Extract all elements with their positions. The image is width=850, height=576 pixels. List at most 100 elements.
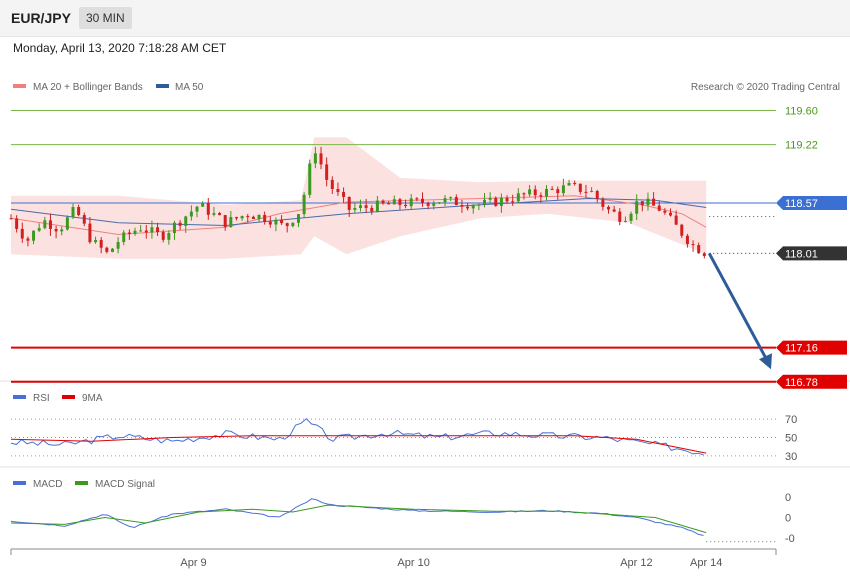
candle-body (398, 199, 402, 205)
candle-body (482, 199, 486, 205)
candle-body (657, 205, 661, 211)
forecast-arrow (707, 252, 772, 370)
candle-body (663, 210, 667, 213)
candle-body (251, 216, 255, 220)
candle-body (437, 202, 441, 204)
rsi-tick-label: 70 (785, 414, 797, 426)
candle-body (189, 211, 193, 217)
candle-body (635, 201, 639, 214)
candle-body (161, 232, 165, 240)
candle-body (702, 253, 706, 257)
legend-swatch-ma50 (156, 84, 169, 88)
legend-label-macd-signal: MACD Signal (95, 479, 155, 490)
candle-body (178, 222, 182, 226)
candle-body (15, 218, 19, 229)
x-tick-label: Apr 9 (180, 557, 206, 569)
candle-body (409, 198, 413, 207)
candle-body (77, 207, 81, 216)
candle-body (432, 203, 436, 206)
moving-averages (10, 195, 707, 236)
timeframe-badge[interactable]: 30 MIN (79, 7, 132, 29)
candle-body (82, 215, 86, 224)
candle-body (167, 233, 171, 240)
rsi-panel: 70 50 30 (10, 414, 797, 463)
candle-body (20, 228, 24, 239)
candle-body (144, 230, 148, 233)
candle-body (477, 204, 481, 206)
candle-body (623, 220, 627, 222)
candle-body (195, 206, 199, 212)
candle-body (488, 197, 492, 200)
candle-body (302, 194, 306, 215)
candle-body (685, 235, 689, 245)
legend-label-9ma: 9MA (82, 393, 103, 404)
legend-swatch-macd (13, 481, 26, 485)
candle-body (99, 239, 103, 248)
candle-body (94, 239, 98, 243)
candle-body (268, 221, 272, 225)
candle-body (116, 242, 120, 249)
candle-body (37, 228, 41, 231)
candle-body (139, 230, 143, 232)
candle-body (595, 190, 599, 199)
macd-tick-label: 0 (785, 492, 791, 504)
candle-body (223, 215, 227, 227)
candle-body (674, 215, 678, 225)
chart-datetime: Monday, April 13, 2020 7:18:28 AM CET (13, 41, 227, 55)
candle-body (466, 206, 470, 209)
candle-body (499, 197, 503, 206)
last-price-tag (776, 246, 847, 261)
candle-body (313, 153, 317, 164)
candle-body (285, 223, 289, 227)
candle-body (404, 204, 408, 207)
x-tick-label: Apr 14 (690, 557, 722, 569)
candle-body (105, 247, 109, 252)
legend-label-ma20: MA 20 + Bollinger Bands (33, 82, 143, 93)
candle-body (48, 220, 52, 229)
x-tick-label: Apr 12 (620, 557, 652, 569)
candle-body (494, 197, 498, 206)
candle-body (511, 201, 515, 203)
candle-body (415, 198, 419, 200)
candle-body (156, 227, 160, 233)
rsi-tick-label: 50 (785, 433, 797, 445)
candle-body (629, 213, 633, 221)
candle-body (505, 197, 509, 202)
candle-body (387, 203, 391, 205)
candle-body (460, 205, 464, 207)
candle-body (652, 198, 656, 206)
candle-body (573, 182, 577, 184)
candle-body (364, 205, 368, 208)
level-tag-label-pivot: 118.57 (785, 198, 818, 210)
candle-body (522, 193, 526, 195)
candle-body (342, 192, 346, 197)
candle-body (454, 197, 458, 206)
legend-label-rsi: RSI (33, 393, 50, 404)
candle-body (319, 153, 323, 165)
x-axis: Apr 9 Apr 10 Apr 12 Apr 14 (10, 549, 777, 569)
candle-body (330, 179, 334, 189)
candle-body (392, 199, 396, 205)
candle-body (545, 188, 548, 197)
candle-body (336, 188, 340, 193)
candle-body (358, 205, 362, 209)
rsi-line (10, 418, 704, 456)
macd-line (10, 498, 704, 536)
candle-body (296, 214, 300, 223)
candle-body (607, 206, 611, 210)
level-tag-support (776, 374, 847, 389)
level-tag-pivot (776, 196, 847, 211)
legend-swatch-rsi (13, 395, 26, 399)
candle-body (578, 183, 582, 192)
candle-body (381, 200, 385, 204)
candle-body (669, 212, 673, 216)
candle-body (561, 185, 565, 194)
ma50-line (10, 197, 707, 227)
credit-text: Research © 2020 Trading Central (691, 82, 840, 93)
candle-body (567, 182, 571, 186)
candle-body (556, 189, 560, 194)
forecast-arrow-head (759, 353, 772, 370)
legend-label-ma50: MA 50 (175, 82, 204, 93)
last-price-label: 118.01 (785, 248, 818, 260)
